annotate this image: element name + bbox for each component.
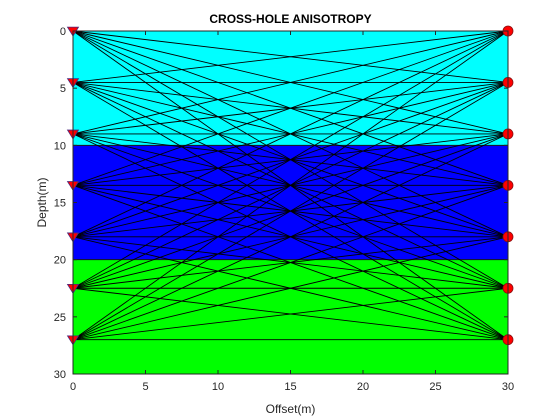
y-axis-label: Depth(m) [35,177,49,227]
y-tick-label: 25 [54,312,66,324]
layer-1 [73,31,508,146]
y-tick-label: 0 [60,26,66,38]
ray-s7-r3 [72,133,509,341]
x-tick-label: 0 [70,381,76,393]
ray-s7-r1 [72,30,509,341]
x-axis-ticks: 0 5 10 15 20 25 30 [70,31,514,393]
ray-s6-r1 [72,30,509,289]
ray-s5-r1 [72,30,509,238]
ray-s7-r2 [72,82,509,341]
x-tick-label: 30 [502,381,514,393]
x-tick-label: 10 [212,381,224,393]
x-tick-label: 20 [357,381,369,393]
y-tick-label: 30 [54,369,66,381]
y-axis-ticks: 0 5 10 15 20 25 30 [54,26,508,381]
chart-title: CROSS-HOLE ANISOTROPY [209,12,371,26]
x-axis-label: Offset(m) [266,402,316,416]
y-tick-label: 10 [54,140,66,152]
ray-s7-r4 [72,184,509,341]
x-tick-label: 5 [142,381,148,393]
ray-s7-r6 [72,287,509,341]
layer-3 [73,259,508,374]
x-tick-label: 25 [429,381,441,393]
y-tick-label: 20 [54,255,66,267]
ray-s7-r5 [72,236,509,341]
ray-s4-r1 [72,30,509,186]
ray-s2-r1 [72,30,509,83]
y-tick-label: 5 [60,83,66,95]
x-tick-label: 15 [284,381,296,393]
ray-s3-r1 [72,30,509,135]
y-tick-label: 15 [54,198,66,210]
